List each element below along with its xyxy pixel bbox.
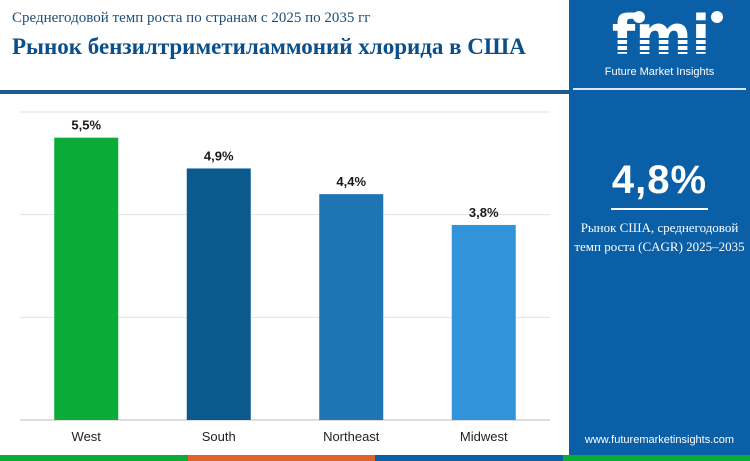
cagr-underline (611, 208, 708, 210)
brand-caption: Future Market Insights (604, 66, 715, 78)
data-label: 5,5% (71, 118, 101, 133)
summary-panel: fmi Future Market Insights 4,8% Рынок СШ… (569, 0, 750, 455)
strip-segment (0, 455, 188, 461)
bar (451, 224, 516, 420)
logo-wordmark: fmi (612, 8, 710, 60)
strip-segment (375, 455, 563, 461)
cagr-description: Рынок США, среднегодовой темп роста (CAG… (574, 220, 745, 254)
x-tick-label: Midwest (460, 429, 508, 444)
fmi-logo: fmi (589, 8, 734, 60)
x-tick-label: Northeast (323, 429, 380, 444)
x-tick-label: South (202, 429, 236, 444)
chart-header: Среднегодовой темп роста по странам с 20… (0, 0, 569, 90)
header-divider (0, 90, 569, 94)
logo-dot-icon (633, 11, 645, 23)
bar-chart: 5,5% West 4,9% South 4,4% Northeast 3,8% Midwes… (0, 94, 569, 454)
data-label: 3,8% (469, 205, 499, 220)
bar (54, 137, 119, 420)
bar (186, 168, 251, 420)
logo-dot-icon (711, 11, 723, 23)
chart-title: Рынок бензилтриметиламмоний хлорида в СШ… (12, 34, 526, 59)
x-tick-label: West (72, 429, 102, 444)
strip-segment (187, 455, 375, 461)
chart-subtitle: Среднегодовой темп роста по странам с 20… (12, 10, 371, 26)
website-link[interactable]: www.futuremarketinsights.com (584, 434, 735, 446)
bottom-color-strip (0, 455, 750, 461)
data-label: 4,9% (204, 148, 234, 163)
bar (319, 194, 384, 420)
strip-segment (562, 455, 750, 461)
data-label: 4,4% (336, 174, 366, 189)
bar-chart-svg: 5,5% West 4,9% South 4,4% Northeast 3,8% Midwes… (20, 111, 550, 444)
panel-divider (573, 88, 746, 90)
cagr-value: 4,8% (611, 158, 708, 202)
